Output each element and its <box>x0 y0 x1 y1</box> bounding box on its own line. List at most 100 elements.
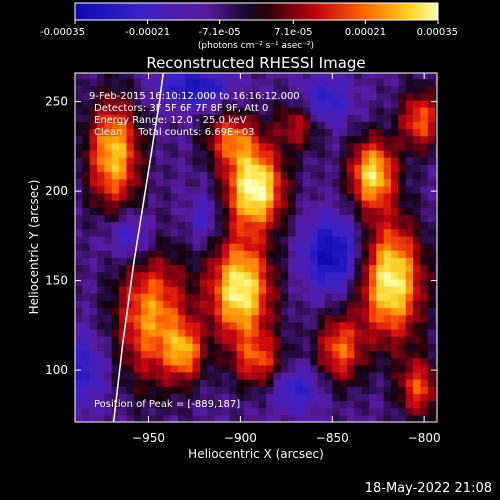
heatmap-cell <box>295 149 304 158</box>
heatmap-cell <box>317 235 326 244</box>
heatmap-cell <box>133 207 142 215</box>
heatmap-cell <box>310 114 319 122</box>
heatmap-cell <box>192 285 201 294</box>
heatmap-cell <box>251 221 260 230</box>
heatmap-cell <box>163 128 172 137</box>
heatmap-cell <box>317 121 326 130</box>
heatmap-cell <box>339 407 348 416</box>
heatmap-cell <box>148 121 157 130</box>
heatmap-cell <box>170 300 179 309</box>
heatmap-cell <box>288 407 297 416</box>
heatmap-cell <box>170 278 179 287</box>
heatmap-cell <box>251 142 260 151</box>
heatmap-cell <box>391 314 400 323</box>
heatmap-cell <box>236 285 245 294</box>
heatmap-cell <box>82 278 91 287</box>
heatmap-cell <box>207 149 216 158</box>
heatmap-cell <box>346 85 355 94</box>
heatmap-cell <box>420 336 429 344</box>
heatmap-cell <box>236 307 245 316</box>
heatmap-cell <box>222 321 230 330</box>
heatmap-cell <box>398 414 407 422</box>
heatmap-cell <box>97 350 105 359</box>
heatmap-cell <box>435 228 437 237</box>
heatmap-cell <box>317 328 326 337</box>
heatmap-cell <box>251 328 260 337</box>
heatmap-cell <box>133 171 142 180</box>
heatmap-cell <box>207 78 216 87</box>
heatmap-cell <box>369 271 377 280</box>
heatmap-cell <box>405 336 414 344</box>
heatmap-cell <box>119 99 128 108</box>
heatmap-cell <box>222 257 230 266</box>
heatmap-cell <box>207 364 216 373</box>
heatmap-cell <box>435 371 437 380</box>
heatmap-cell <box>288 336 297 344</box>
heatmap-cell <box>170 271 179 280</box>
heatmap-cell <box>405 207 414 215</box>
heatmap-cell <box>420 107 429 115</box>
heatmap-cell <box>324 142 333 151</box>
heatmap-cell <box>82 393 91 402</box>
heatmap-cell <box>126 357 135 366</box>
heatmap-cell <box>369 164 377 173</box>
heatmap-cell <box>332 264 341 273</box>
heatmap-cell <box>266 336 275 344</box>
heatmap-cell <box>133 92 142 101</box>
heatmap-cell <box>361 99 370 108</box>
heatmap-cell <box>177 343 186 352</box>
heatmap-cell <box>199 321 208 330</box>
heatmap-cell <box>339 178 348 187</box>
heatmap-cell <box>346 379 355 387</box>
heatmap-cell <box>119 293 128 301</box>
heatmap-cell <box>133 407 142 416</box>
heatmap-cell <box>104 364 113 373</box>
heatmap-cell <box>346 328 355 337</box>
heatmap-cell <box>75 357 83 366</box>
heatmap-cell <box>266 171 275 180</box>
heatmap-cell <box>273 407 282 416</box>
heatmap-cell <box>214 386 223 394</box>
colorbar-units: (photons cm⁻² s⁻¹ asec⁻²) <box>198 41 314 51</box>
heatmap-cell <box>354 278 363 287</box>
heatmap-cell <box>354 192 363 201</box>
heatmap-cell <box>354 393 363 402</box>
heatmap-cell <box>302 121 311 130</box>
heatmap-cell <box>177 271 186 280</box>
heatmap-cell <box>435 357 437 366</box>
heatmap-cell <box>82 314 91 323</box>
heatmap-cell <box>361 371 370 380</box>
heatmap-cell <box>251 364 260 373</box>
heatmap-cell <box>310 271 319 280</box>
heatmap-cell <box>89 228 98 237</box>
heatmap-cell <box>214 200 223 208</box>
heatmap-cell <box>288 271 297 280</box>
heatmap-cell <box>324 121 333 130</box>
heatmap-cell <box>361 400 370 409</box>
heatmap-cell <box>82 135 91 144</box>
heatmap-cell <box>258 336 267 344</box>
heatmap-cell <box>258 99 267 108</box>
heatmap-cell <box>273 128 282 137</box>
heatmap-cell <box>185 135 194 144</box>
heatmap-cell <box>185 171 194 180</box>
heatmap-cell <box>405 142 414 151</box>
heatmap-cell <box>405 85 414 94</box>
heatmap-cell <box>346 78 355 87</box>
heatmap-cell <box>104 99 113 108</box>
heatmap-cell <box>427 107 436 115</box>
heatmap-cell <box>207 221 216 230</box>
heatmap-cell <box>141 192 150 201</box>
heatmap-cell <box>413 314 422 323</box>
heatmap-cell <box>229 328 238 337</box>
heatmap-cell <box>266 221 275 230</box>
heatmap-cell <box>111 250 120 258</box>
heatmap-cell <box>295 114 304 122</box>
heatmap-cell <box>427 307 436 316</box>
heatmap-cell <box>258 114 267 122</box>
heatmap-cell <box>295 192 304 201</box>
heatmap-cell <box>391 207 400 215</box>
heatmap-cell <box>222 250 230 258</box>
heatmap-cell <box>170 407 179 416</box>
heatmap-cell <box>199 73 208 79</box>
